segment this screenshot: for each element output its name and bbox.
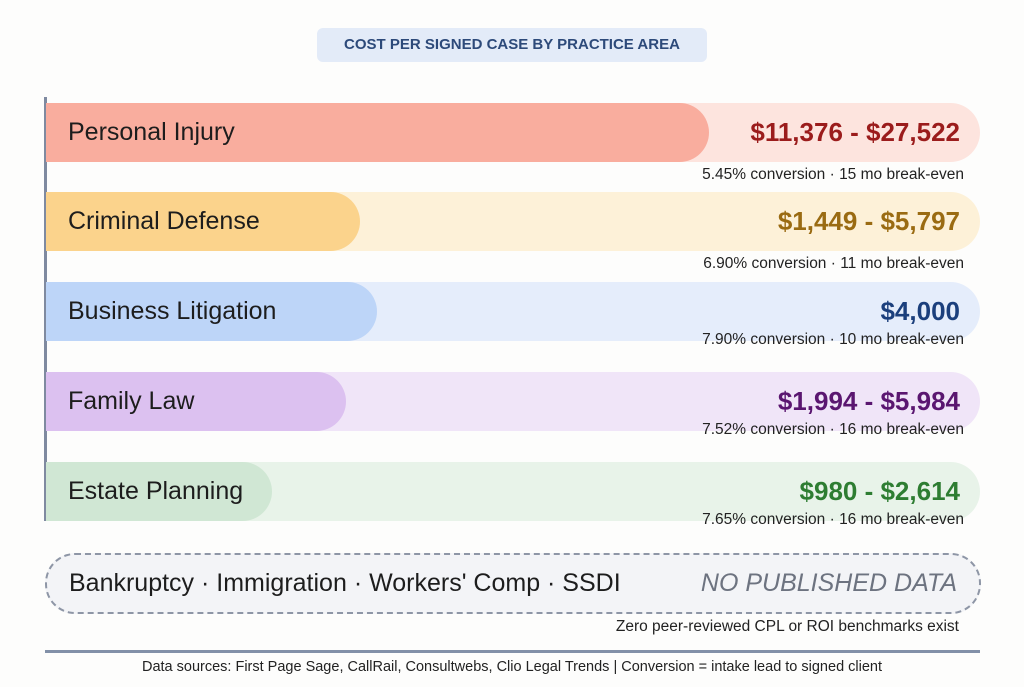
value-label: $980 - $2,614: [799, 476, 960, 506]
category-label: Family Law: [68, 387, 195, 415]
bar-fill: [46, 103, 710, 162]
category-label: Personal Injury: [68, 118, 235, 146]
bar-row: Business Litigation $4,000: [46, 282, 980, 341]
no-data-areas: Bankruptcy · Immigration · Workers' Comp…: [69, 569, 621, 597]
detail-label: 7.52% conversion · 16 mo break-even: [702, 421, 964, 438]
divider: [45, 650, 980, 653]
bar-fill: [46, 282, 377, 341]
value-label: $1,994 - $5,984: [777, 386, 960, 416]
detail-label: 6.90% conversion · 11 mo break-even: [703, 255, 964, 272]
no-data-box: Bankruptcy · Immigration · Workers' Comp…: [45, 553, 981, 614]
value-label: $11,376 - $27,522: [750, 117, 960, 147]
value-label: $4,000: [880, 296, 960, 326]
bar-row: Family Law $1,994 - $5,984: [46, 372, 980, 431]
category-label: Business Litigation: [68, 297, 277, 325]
bar-row: Criminal Defense $1,449 - $5,797: [46, 192, 980, 251]
bar-fill: [46, 462, 273, 521]
no-data-note: Zero peer-reviewed CPL or ROI benchmarks…: [615, 618, 959, 635]
value-label: $1,449 - $5,797: [777, 206, 960, 236]
footer-sources: Data sources: First Page Sage, CallRail,…: [141, 659, 883, 675]
bar-fill: [46, 372, 346, 431]
no-data-label: NO PUBLISHED DATA: [700, 569, 957, 597]
detail-label: 7.65% conversion · 16 mo break-even: [702, 511, 964, 528]
detail-label: 5.45% conversion · 15 mo break-even: [702, 166, 964, 183]
chart-title: COST PER SIGNED CASE BY PRACTICE AREA: [317, 28, 707, 62]
category-label: Criminal Defense: [68, 207, 260, 235]
bar-fill: [46, 192, 360, 251]
bar-row: Estate Planning $980 - $2,614: [46, 462, 980, 521]
category-label: Estate Planning: [68, 477, 244, 505]
bar-row: Personal Injury $11,376 - $27,522: [46, 103, 980, 162]
axis-line: [44, 97, 47, 521]
detail-label: 7.90% conversion · 10 mo break-even: [702, 331, 964, 348]
